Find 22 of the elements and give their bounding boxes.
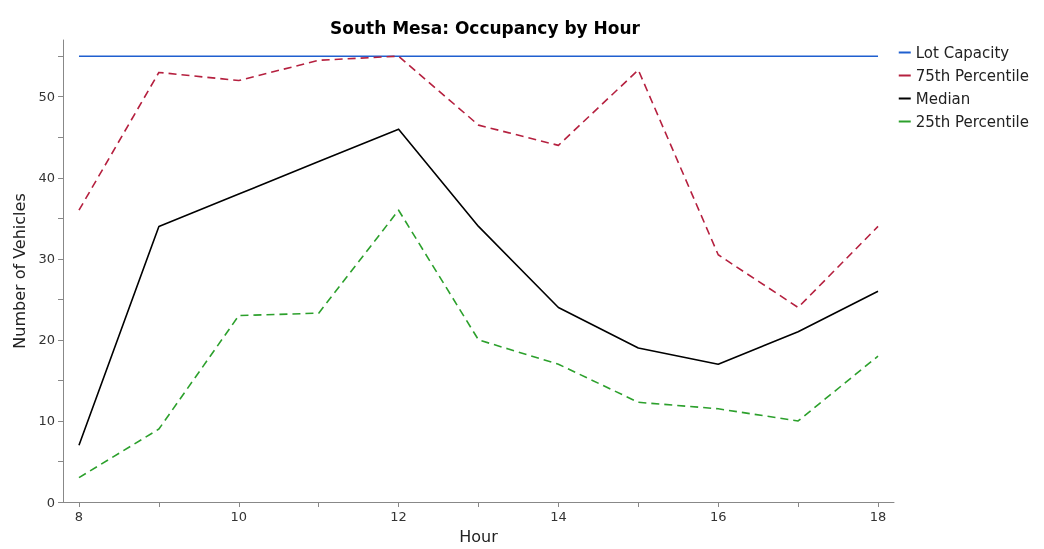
x-tick-label: 16 [709, 509, 727, 524]
legend-label: Median [915, 89, 971, 108]
legend-label: Lot Capacity [915, 43, 1010, 62]
legend-label: 75th Percentile [915, 66, 1029, 85]
line-series [78, 209, 879, 479]
y-tick-label: 10 [38, 413, 55, 429]
y-tick-label: 20 [38, 332, 55, 348]
y-tick-label: 40 [38, 170, 55, 186]
x-tick-label: 8 [74, 509, 84, 524]
line-series [78, 55, 879, 309]
x-tick-label: 14 [550, 509, 567, 524]
x-tick-label: 10 [230, 509, 248, 524]
y-tick-label: 0 [46, 494, 55, 510]
y-tick-label: 30 [38, 251, 55, 267]
x-tick-label: 12 [390, 509, 407, 524]
y-tick-label: 50 [38, 89, 55, 105]
x-tick-label: 18 [869, 509, 887, 524]
chart-title: South Mesa: Occupancy by Hour [329, 17, 641, 38]
y-axis-title: Number of Vehicles [9, 193, 29, 349]
line-series [78, 128, 879, 447]
x-axis-title: Hour [459, 526, 499, 546]
legend-label: 25th Percentile [915, 112, 1029, 131]
